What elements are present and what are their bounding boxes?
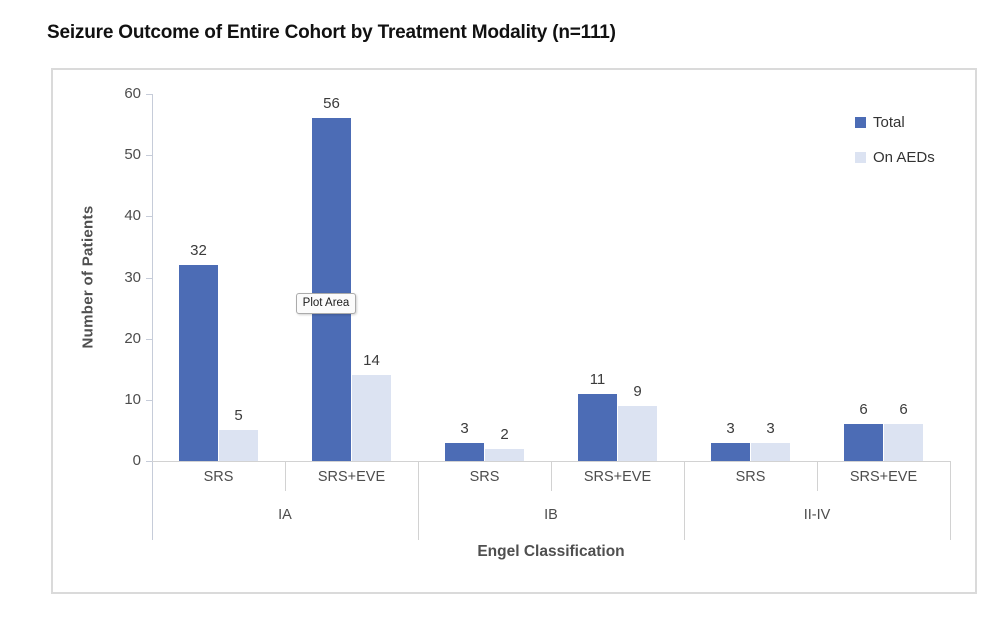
bar-value-label: 2 xyxy=(500,425,509,443)
bar-total[interactable] xyxy=(844,424,883,461)
category-divider xyxy=(418,461,419,540)
bar-value-label: 6 xyxy=(859,401,868,419)
bar-on-aeds[interactable] xyxy=(485,448,524,461)
subcategory-label: SRS xyxy=(469,469,500,485)
bar-value-label: 6 xyxy=(899,401,908,419)
legend-swatch-on-aeds-icon xyxy=(855,152,866,163)
y-tick-label: 20 xyxy=(124,329,141,347)
bar-value-label: 11 xyxy=(589,370,606,388)
subcategory-label: SRS xyxy=(203,469,234,485)
bar-total[interactable] xyxy=(578,393,617,461)
y-tick-label: 30 xyxy=(124,268,141,286)
plot-area-tooltip: Plot Area xyxy=(296,293,356,314)
category-group-label: II-IV xyxy=(803,507,831,523)
bar-value-label: 3 xyxy=(460,419,469,437)
legend-label-on-aeds: On AEDs xyxy=(873,149,935,166)
bar-total[interactable] xyxy=(445,442,484,461)
category-group-label: IB xyxy=(544,507,558,523)
bar-value-label: 9 xyxy=(633,382,642,400)
y-tick-mark xyxy=(146,338,152,340)
category-divider xyxy=(551,461,552,491)
chart-title: Seizure Outcome of Entire Cohort by Trea… xyxy=(47,22,616,43)
bar-value-label: 5 xyxy=(234,407,243,425)
bar-on-aeds[interactable] xyxy=(352,375,391,461)
category-divider xyxy=(684,461,685,540)
legend-item-on-aeds[interactable]: On AEDs xyxy=(855,149,935,166)
y-tick-label: 40 xyxy=(124,207,141,225)
y-tick-mark xyxy=(146,216,152,218)
bar-on-aeds[interactable] xyxy=(751,442,790,461)
subcategory-label: SRS xyxy=(735,469,766,485)
bar-value-label: 3 xyxy=(766,419,775,437)
bar-on-aeds[interactable] xyxy=(219,430,258,461)
subcategory-label: SRS+EVE xyxy=(317,469,386,485)
x-axis-title: Engel Classification xyxy=(477,543,625,560)
bar-value-label: 3 xyxy=(726,419,735,437)
y-tick-mark xyxy=(146,155,152,157)
legend-item-total[interactable]: Total xyxy=(855,114,905,131)
y-tick-mark xyxy=(146,277,152,279)
bar-value-label: 32 xyxy=(190,242,207,260)
y-tick-label: 60 xyxy=(124,85,141,102)
legend-label-total: Total xyxy=(873,114,905,131)
y-tick-label: 0 xyxy=(132,452,141,469)
y-axis-title: Number of Patients xyxy=(79,205,97,349)
bar-value-label: 56 xyxy=(323,95,340,113)
category-divider xyxy=(817,461,818,491)
y-tick-label: 10 xyxy=(124,390,141,408)
category-group-label: IA xyxy=(278,507,292,523)
subcategory-label: SRS+EVE xyxy=(583,469,652,485)
bar-total[interactable] xyxy=(179,265,218,461)
bar-total[interactable] xyxy=(711,442,750,461)
chart-area[interactable]: Number of Patients Engel Classification … xyxy=(51,68,977,594)
y-tick-mark xyxy=(146,399,152,401)
y-tick-mark xyxy=(146,94,152,95)
bar-total[interactable] xyxy=(312,118,351,461)
category-divider xyxy=(950,461,951,540)
bar-on-aeds[interactable] xyxy=(618,405,657,461)
category-divider xyxy=(285,461,286,491)
bar-on-aeds[interactable] xyxy=(884,424,923,461)
legend-swatch-total-icon xyxy=(855,117,866,128)
y-axis-line xyxy=(152,94,153,540)
y-tick-mark xyxy=(146,461,152,462)
y-tick-label: 50 xyxy=(124,146,141,164)
bar-value-label: 14 xyxy=(363,352,380,370)
subcategory-label: SRS+EVE xyxy=(849,469,918,485)
